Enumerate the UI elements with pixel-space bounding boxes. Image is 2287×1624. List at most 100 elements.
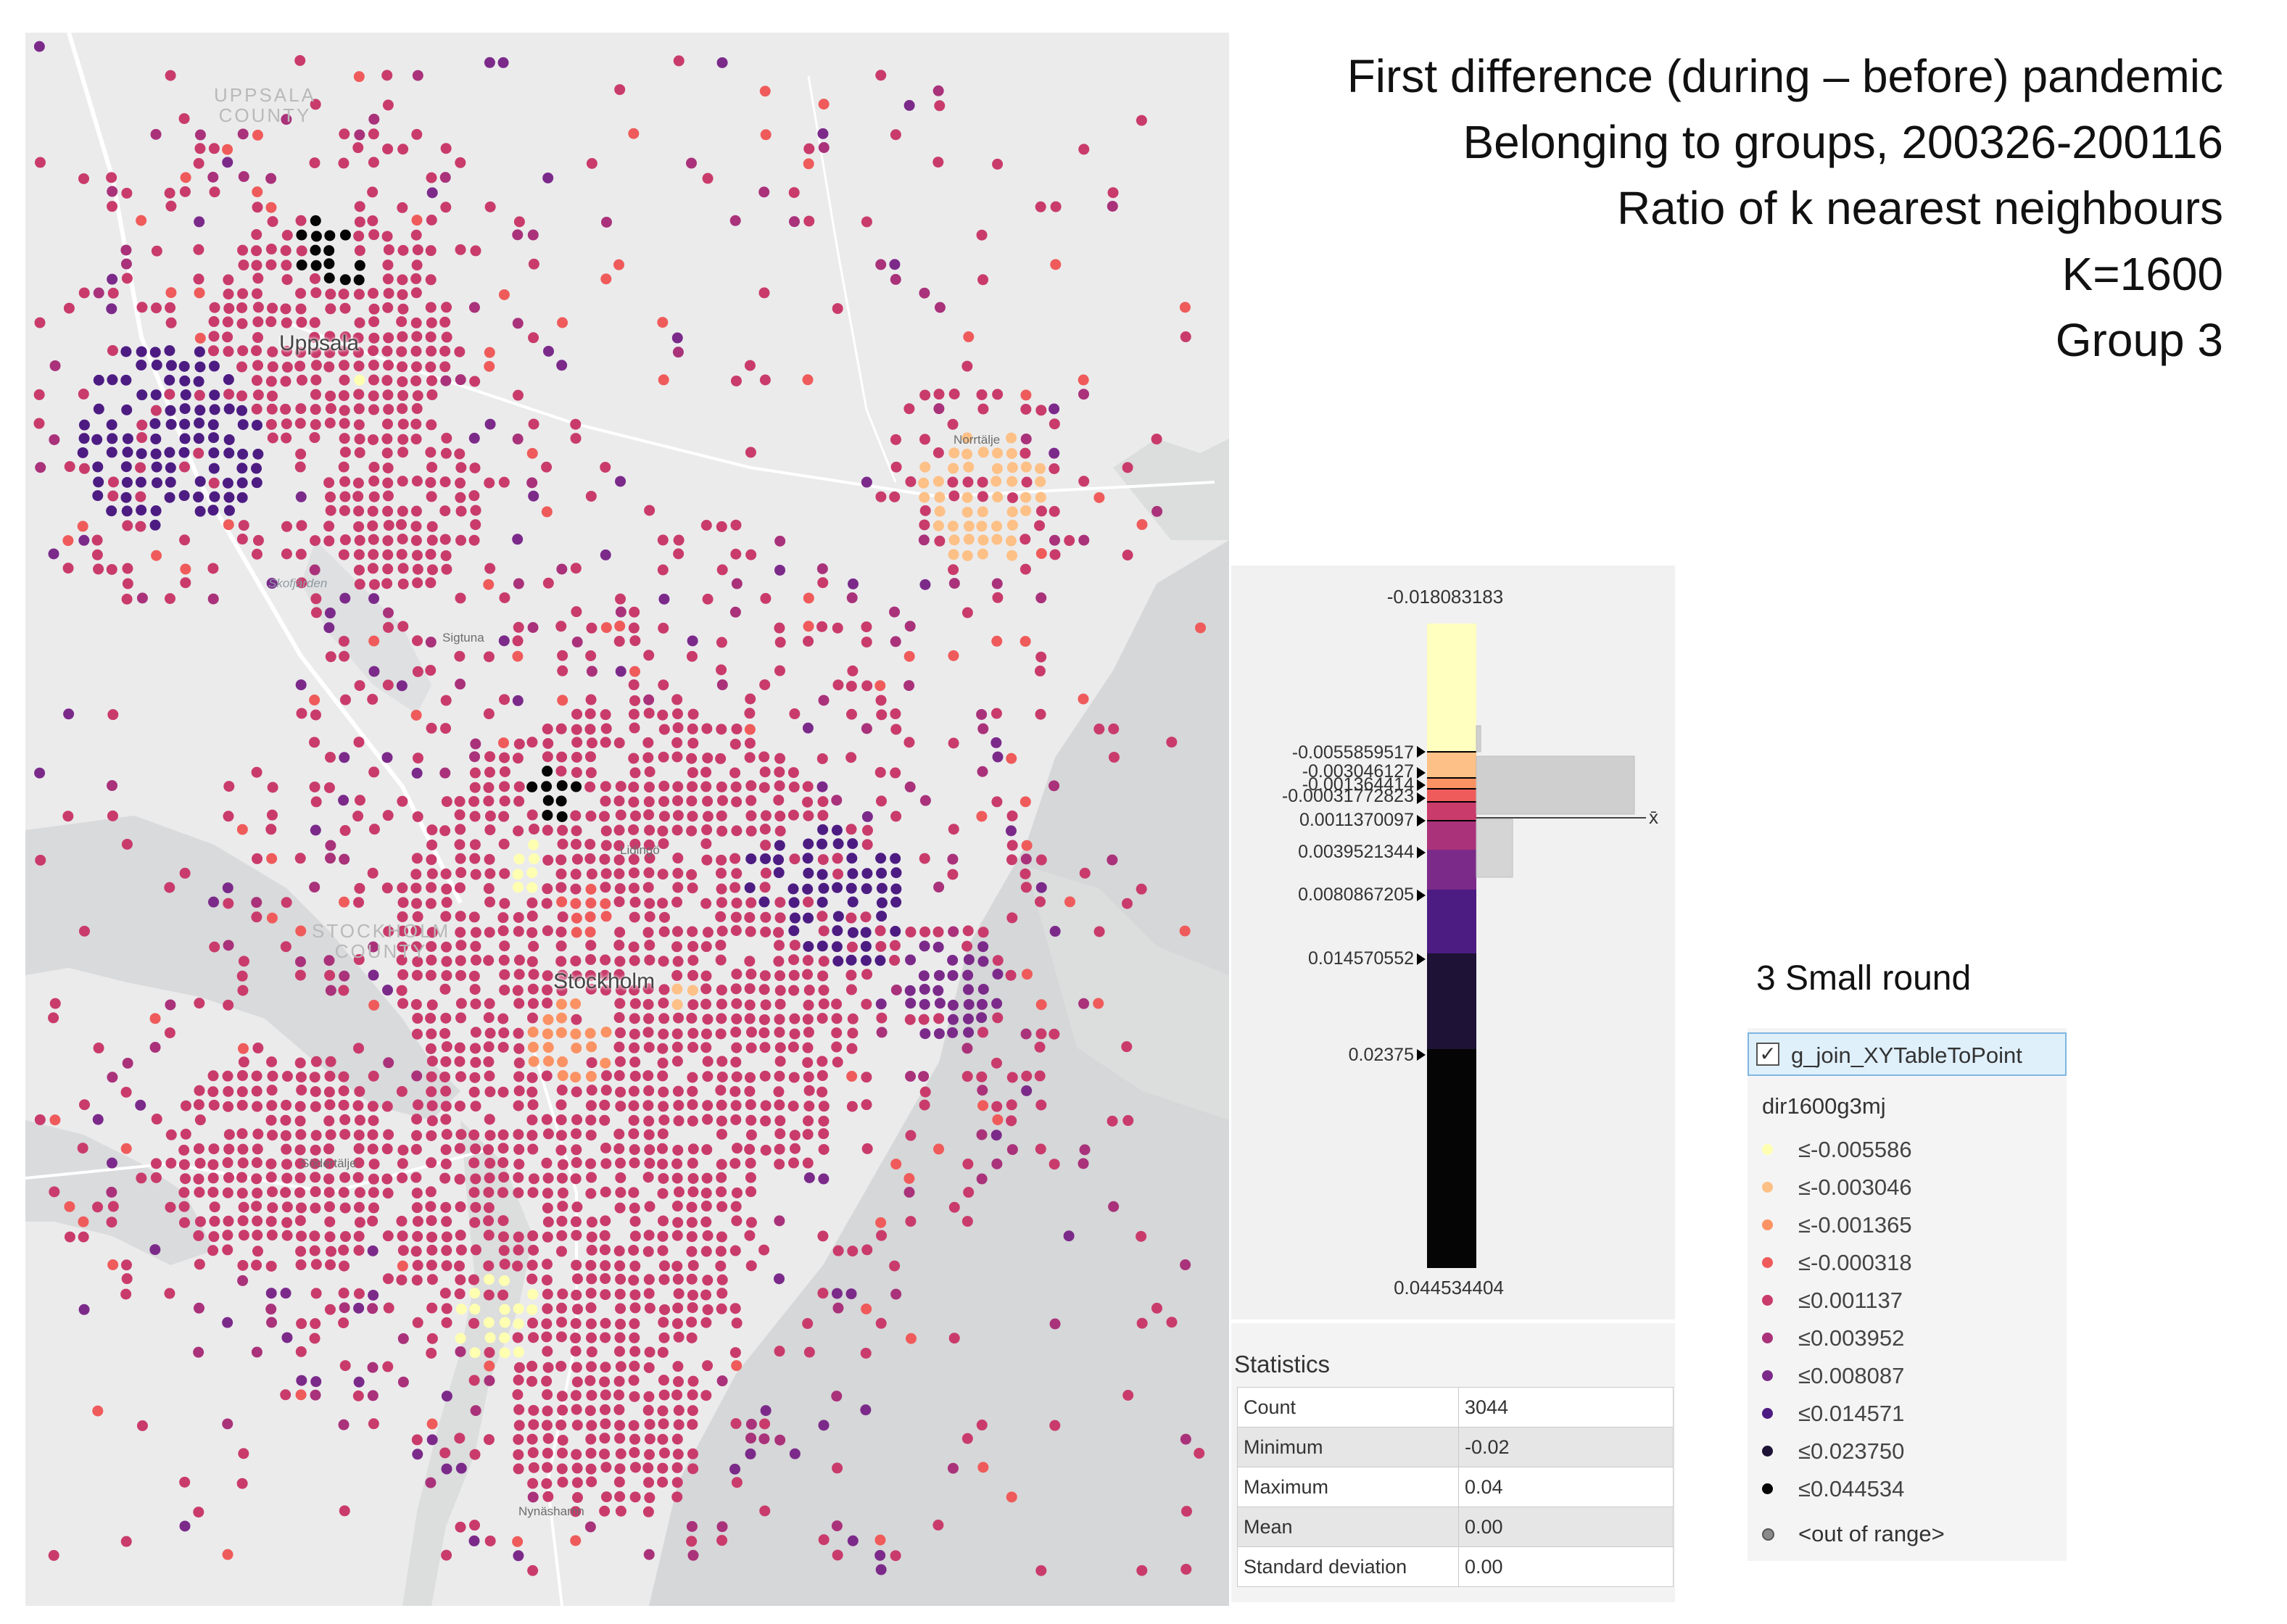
map-point xyxy=(497,57,509,68)
map-point xyxy=(353,1201,365,1213)
map-point xyxy=(455,998,467,1009)
map-point xyxy=(339,1360,351,1372)
ramp-class-2[interactable] xyxy=(1427,752,1476,778)
map-point xyxy=(585,1158,597,1169)
map-point xyxy=(367,1390,379,1401)
map-point xyxy=(49,1114,61,1126)
map-point xyxy=(715,1085,727,1096)
break-handle[interactable] xyxy=(1417,890,1426,901)
map-point xyxy=(470,954,481,966)
break-handle[interactable] xyxy=(1417,746,1426,758)
map-point xyxy=(613,896,625,908)
map-point xyxy=(614,1420,626,1431)
break-handle[interactable] xyxy=(1417,792,1426,804)
map-point xyxy=(847,1535,859,1546)
map-point xyxy=(745,1157,756,1169)
break-handle[interactable] xyxy=(1417,953,1426,965)
ramp-class-7[interactable] xyxy=(1427,850,1476,890)
map-point xyxy=(629,1230,641,1242)
ramp-class-1[interactable] xyxy=(1427,624,1476,752)
map-point xyxy=(831,1391,843,1402)
map-point xyxy=(294,1187,306,1198)
map-point xyxy=(629,1056,641,1068)
map-point xyxy=(294,418,306,429)
map-point xyxy=(658,1086,669,1098)
ramp-class-8[interactable] xyxy=(1427,890,1476,953)
map-point xyxy=(658,998,669,1009)
map-point xyxy=(615,809,626,821)
map-point xyxy=(599,1230,611,1241)
map-point xyxy=(643,796,655,808)
map-point xyxy=(223,781,235,792)
ramp-class-10[interactable] xyxy=(1427,1049,1476,1268)
map-point xyxy=(976,998,988,1010)
map-point xyxy=(571,752,582,763)
map-point xyxy=(513,216,525,228)
stat-value: 0.04 xyxy=(1458,1467,1674,1507)
map-point xyxy=(687,1085,698,1097)
map-point xyxy=(309,1245,320,1256)
class-dot-icon xyxy=(1762,1144,1773,1155)
map-point xyxy=(440,911,452,922)
map-point xyxy=(252,853,263,864)
map-point xyxy=(310,535,321,547)
map-point xyxy=(1049,505,1060,517)
map-point xyxy=(135,462,146,473)
map-point xyxy=(687,1099,698,1111)
map-point xyxy=(629,985,640,996)
map-point xyxy=(816,621,828,632)
map-point xyxy=(584,708,596,720)
ramp-class-9[interactable] xyxy=(1427,953,1476,1049)
map-point xyxy=(629,1042,640,1053)
map-point xyxy=(439,172,451,183)
ramp-class-6[interactable] xyxy=(1427,821,1476,850)
map-point xyxy=(556,1230,568,1241)
map-point xyxy=(890,724,902,735)
map-point xyxy=(961,607,973,618)
map-point xyxy=(107,1201,119,1212)
map-point xyxy=(120,1143,132,1154)
map-point xyxy=(411,853,423,864)
ramp-class-3[interactable] xyxy=(1427,778,1476,789)
map-point xyxy=(861,1143,873,1154)
map-point xyxy=(468,795,480,807)
map-point xyxy=(411,1028,423,1040)
map-point xyxy=(760,926,772,937)
map-point xyxy=(412,1259,423,1271)
break-handle[interactable] xyxy=(1417,779,1426,791)
map-point xyxy=(484,896,496,908)
ramp-class-4[interactable] xyxy=(1427,789,1476,802)
map-point xyxy=(324,969,336,981)
map-point xyxy=(513,1027,524,1039)
map-point xyxy=(150,433,162,444)
map-point xyxy=(310,215,321,226)
map-point xyxy=(818,1534,830,1546)
break-handle[interactable] xyxy=(1417,847,1426,858)
map-point xyxy=(281,1071,293,1082)
map-point xyxy=(62,535,74,547)
map-point xyxy=(410,375,422,386)
map-point xyxy=(93,374,104,386)
map-point xyxy=(499,1347,510,1359)
break-handle[interactable] xyxy=(1417,1049,1426,1061)
layer-name[interactable]: g_join_XYTableToPoint xyxy=(1791,1043,2022,1068)
map-point xyxy=(658,622,669,634)
map-point xyxy=(817,1230,829,1242)
map-point xyxy=(542,1014,554,1025)
map-point xyxy=(629,1070,641,1082)
map-point xyxy=(208,432,220,444)
map-point xyxy=(267,361,278,373)
map-point xyxy=(818,1101,830,1112)
map-point xyxy=(671,694,683,705)
map-point xyxy=(702,795,714,807)
break-handle[interactable] xyxy=(1417,815,1426,826)
map-point xyxy=(730,519,742,531)
layer-row[interactable]: ✓ g_join_XYTableToPoint xyxy=(1748,1032,2067,1076)
break-handle[interactable] xyxy=(1417,767,1426,779)
layer-visibility-checkbox[interactable]: ✓ xyxy=(1756,1043,1779,1066)
map-view[interactable]: UPPSALA COUNTY Uppsala Norrtälje Skofjärd… xyxy=(25,33,1229,1606)
map-point xyxy=(555,1246,567,1257)
ramp-class-5[interactable] xyxy=(1427,802,1476,821)
map-point xyxy=(353,1288,365,1299)
map-point xyxy=(497,1086,509,1098)
